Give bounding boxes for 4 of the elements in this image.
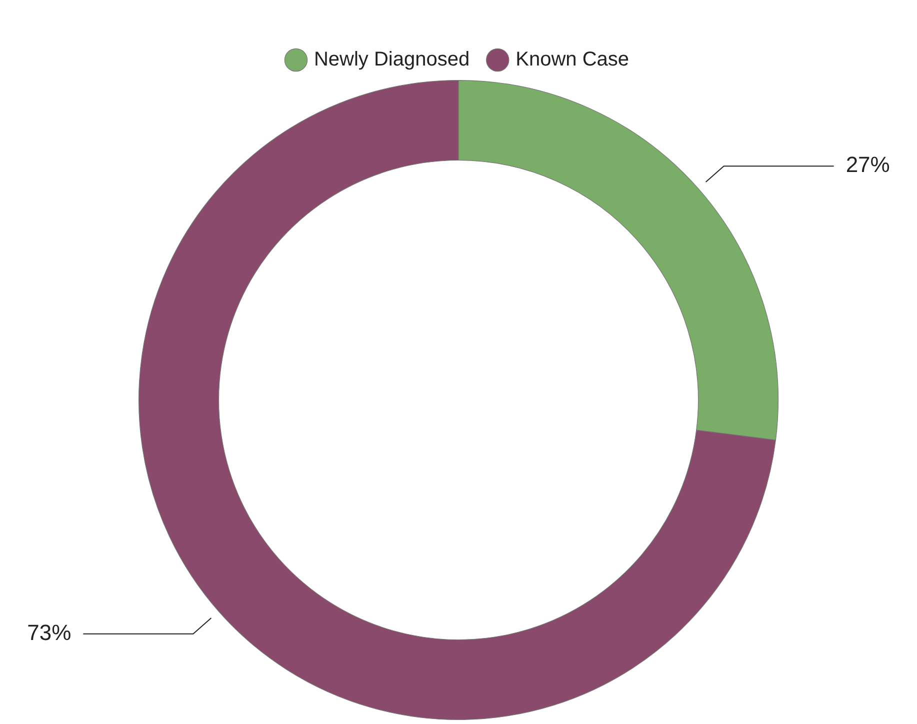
data-label: 73%: [27, 620, 72, 645]
legend-label: Known Case: [516, 48, 630, 71]
legend-label: Newly Diagnosed: [314, 48, 470, 71]
data-label: 27%: [846, 152, 890, 178]
